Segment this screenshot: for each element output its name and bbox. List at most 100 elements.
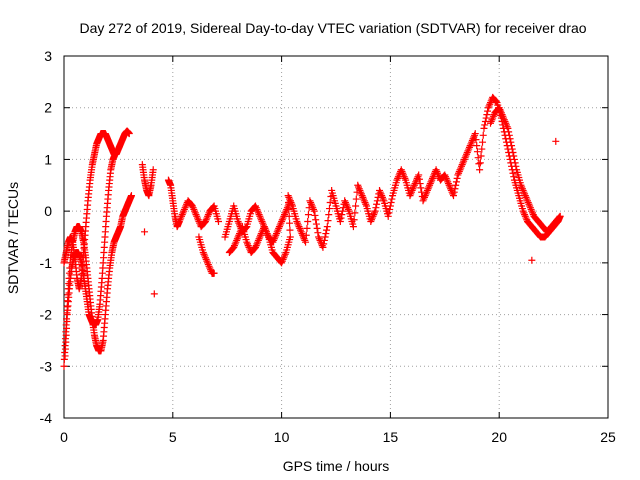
data-point bbox=[319, 243, 327, 251]
data-point bbox=[555, 213, 563, 221]
data-point bbox=[488, 116, 496, 124]
data-point bbox=[455, 169, 463, 177]
data-point bbox=[295, 223, 303, 231]
data-point bbox=[270, 236, 278, 244]
data-point bbox=[254, 209, 262, 217]
data-point bbox=[312, 220, 320, 228]
data-point bbox=[434, 169, 442, 177]
data-point bbox=[302, 231, 310, 239]
data-point bbox=[318, 242, 326, 250]
data-point bbox=[523, 197, 531, 205]
data-point bbox=[445, 181, 453, 189]
data-point bbox=[506, 135, 514, 143]
data-point bbox=[370, 211, 378, 219]
data-point bbox=[204, 211, 212, 219]
data-point bbox=[460, 157, 468, 165]
data-point bbox=[322, 230, 330, 238]
data-point bbox=[275, 223, 283, 231]
data-point bbox=[500, 116, 508, 124]
data-point bbox=[406, 192, 414, 200]
data-point bbox=[526, 202, 534, 210]
data-point bbox=[206, 264, 214, 272]
data-point bbox=[257, 214, 265, 222]
data-point bbox=[352, 202, 360, 210]
data-point bbox=[456, 166, 464, 174]
data-point bbox=[191, 207, 199, 215]
data-point bbox=[552, 137, 560, 145]
data-point bbox=[252, 204, 260, 212]
data-point bbox=[286, 197, 294, 205]
data-point bbox=[190, 205, 198, 213]
data-point bbox=[252, 242, 260, 250]
data-point bbox=[522, 193, 530, 201]
data-point bbox=[204, 261, 212, 269]
data-point bbox=[204, 212, 212, 220]
data-point bbox=[61, 352, 69, 360]
data-point bbox=[271, 233, 279, 241]
data-point bbox=[210, 269, 218, 277]
data-point bbox=[201, 252, 209, 260]
data-point bbox=[377, 190, 385, 198]
data-point bbox=[526, 204, 534, 212]
data-point bbox=[280, 254, 288, 262]
data-point bbox=[496, 105, 504, 113]
y-tick-label: -4 bbox=[40, 410, 53, 426]
data-point bbox=[294, 219, 302, 227]
data-point bbox=[243, 238, 251, 246]
data-point bbox=[517, 181, 525, 189]
data-point bbox=[360, 197, 368, 205]
data-point bbox=[306, 197, 314, 205]
data-point bbox=[499, 112, 507, 120]
data-point bbox=[497, 107, 505, 115]
data-point bbox=[127, 192, 135, 200]
data-point bbox=[378, 193, 386, 201]
data-point bbox=[426, 181, 434, 189]
data-point bbox=[498, 111, 506, 119]
data-point bbox=[467, 140, 475, 148]
data-point bbox=[294, 221, 302, 229]
data-point bbox=[523, 195, 531, 203]
data-point bbox=[200, 250, 208, 258]
data-point bbox=[189, 204, 197, 212]
y-tick-label: 2 bbox=[44, 100, 52, 116]
data-point bbox=[527, 205, 535, 213]
data-point bbox=[510, 173, 518, 181]
data-point bbox=[452, 178, 460, 186]
data-point bbox=[368, 216, 376, 224]
data-point bbox=[234, 217, 242, 225]
data-point bbox=[325, 211, 333, 219]
data-point bbox=[478, 145, 486, 153]
data-point bbox=[61, 345, 69, 353]
data-point bbox=[453, 174, 461, 182]
data-point bbox=[232, 238, 240, 246]
data-point bbox=[458, 161, 466, 169]
data-point bbox=[482, 114, 490, 122]
data-point bbox=[193, 214, 201, 222]
data-point bbox=[262, 226, 270, 234]
data-point bbox=[230, 242, 238, 250]
data-point bbox=[251, 202, 259, 210]
y-tick-label: -1 bbox=[40, 255, 53, 271]
data-point bbox=[281, 209, 289, 217]
data-point bbox=[231, 240, 239, 248]
data-point bbox=[387, 199, 395, 207]
data-point bbox=[450, 192, 458, 200]
data-point bbox=[433, 167, 441, 175]
data-point bbox=[175, 217, 183, 225]
data-point bbox=[256, 212, 264, 220]
data-point bbox=[307, 199, 315, 207]
data-point bbox=[471, 131, 479, 139]
data-point bbox=[371, 207, 379, 215]
data-point bbox=[278, 217, 286, 225]
data-point bbox=[417, 184, 425, 192]
data-point bbox=[323, 226, 331, 234]
data-point bbox=[412, 178, 420, 186]
data-point bbox=[307, 200, 315, 208]
data-point bbox=[272, 231, 280, 239]
data-point bbox=[388, 195, 396, 203]
data-point bbox=[321, 233, 329, 241]
data-point bbox=[320, 240, 328, 248]
data-point bbox=[182, 202, 190, 210]
data-point bbox=[518, 185, 526, 193]
data-point bbox=[178, 212, 186, 220]
